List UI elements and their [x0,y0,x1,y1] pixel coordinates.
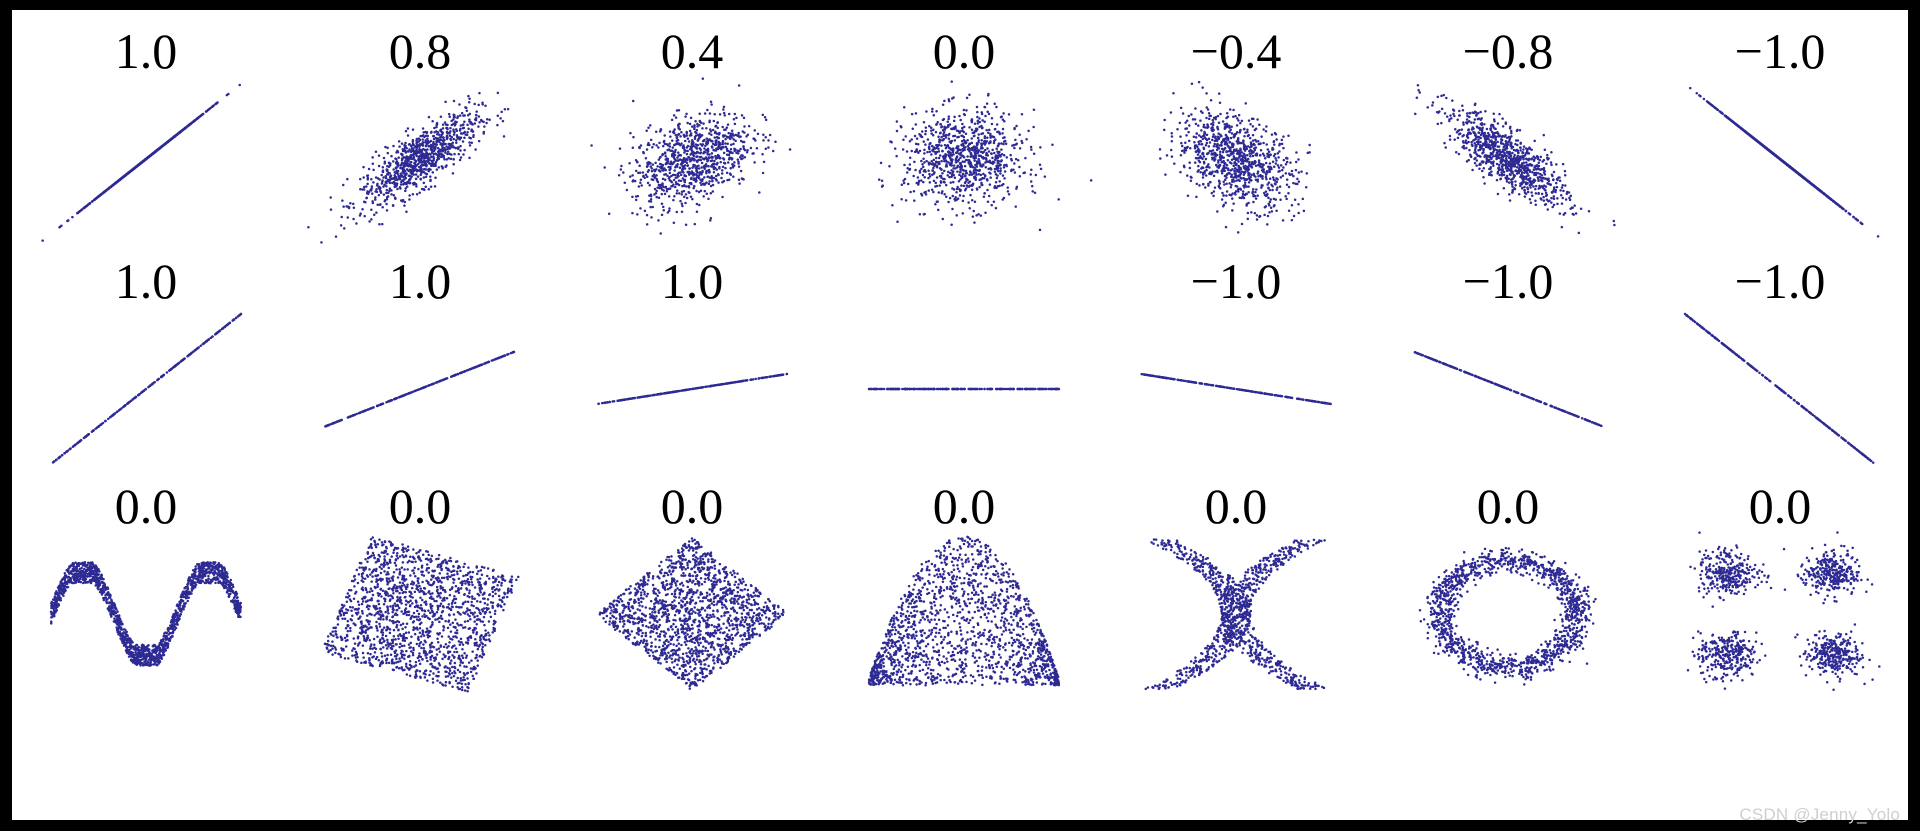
scatter-points [1414,84,1616,235]
correlation-label: 0.0 [1749,478,1812,534]
correlation-label: 1.0 [115,253,178,309]
correlation-label: 0.0 [115,478,178,534]
scatter-points [323,536,520,693]
correlation-label: 0.4 [661,23,724,79]
correlation-label: 0.0 [389,478,452,534]
scatter-panel-r3-c7: 0.0 [1686,478,1881,692]
scatter-points [1689,86,1880,238]
scatter-points [867,387,1061,391]
scatter-points [307,91,510,244]
scatter-points [1413,350,1603,428]
scatter-points [1683,312,1875,464]
scatter-panel-r2-c4 [867,387,1061,391]
correlation-label: 0.0 [1477,478,1540,534]
scatter-points [590,77,792,235]
scatter-panel-r2-c2: 1.0 [324,253,516,428]
scatter-points [1140,372,1332,406]
scatter-panel-r3-c5: 0.0 [1144,478,1326,691]
scatter-points [877,80,1093,232]
scatter-points [1158,80,1311,234]
scatter-points [598,537,785,690]
correlation-label: 1.0 [661,253,724,309]
scatter-panel-r2-c1: 1.0 [51,253,243,464]
scatter-points [597,372,789,406]
correlation-label: −1.0 [1735,23,1826,79]
scatter-panel-r1-c5: −0.4 [1158,23,1311,234]
scatter-points [41,83,241,242]
correlation-label: 0.0 [933,23,996,79]
scatter-panel-r1-c1: 1.0 [41,23,241,242]
correlation-label: 1.0 [115,23,178,79]
scatter-points [867,535,1061,687]
scatter-points [51,312,243,464]
scatter-panel-r1-c2: 0.8 [307,23,510,244]
scatter-panel-r1-c4: 0.0 [877,23,1093,232]
scatter-points [1418,546,1597,686]
correlation-label: 1.0 [389,253,452,309]
correlation-label: −1.0 [1463,253,1554,309]
scatter-points [1686,531,1881,692]
scatter-panel-r3-c6: 0.0 [1418,478,1597,686]
watermark-text: CSDN @Jenny_Yolo [1739,805,1900,824]
scatter-points [49,561,243,667]
correlation-label: 0.0 [933,478,996,534]
scatter-points [324,350,516,428]
correlation-label: −0.4 [1191,23,1282,79]
scatter-panel-r1-c3: 0.4 [590,23,792,235]
scatter-panel-r2-c5: −1.0 [1140,253,1332,406]
correlation-label: 0.0 [1205,478,1268,534]
scatter-panel-r2-c3: 1.0 [597,253,789,406]
scatter-points [1144,538,1326,691]
scatter-panel-r3-c3: 0.0 [598,478,785,690]
correlation-label: 0.0 [661,478,724,534]
scatter-panel-r1-c6: −0.8 [1414,23,1616,235]
chart-panel: 1.0 0.8 0.4 0.0 −0.4 −0.8 −1.0 1.0 1.0 1.0 −1.0 −1.… [12,10,1908,820]
correlation-label: 0.8 [389,23,452,79]
scatter-panel-r3-c1: 0.0 [49,478,243,667]
scatter-panel-r3-c4: 0.0 [867,478,1061,687]
correlation-scatter-grid: 1.0 0.8 0.4 0.0 −0.4 −0.8 −1.0 1.0 1.0 1.0 −1.0 −1.… [41,23,1881,693]
correlation-label: −1.0 [1735,253,1826,309]
scatter-panel-r1-c7: −1.0 [1689,23,1880,238]
scatter-panel-r2-c6: −1.0 [1413,253,1603,428]
scatter-panel-r2-c7: −1.0 [1683,253,1875,464]
correlation-label: −0.8 [1463,23,1554,79]
correlation-label: −1.0 [1191,253,1282,309]
scatter-panel-r3-c2: 0.0 [323,478,520,693]
